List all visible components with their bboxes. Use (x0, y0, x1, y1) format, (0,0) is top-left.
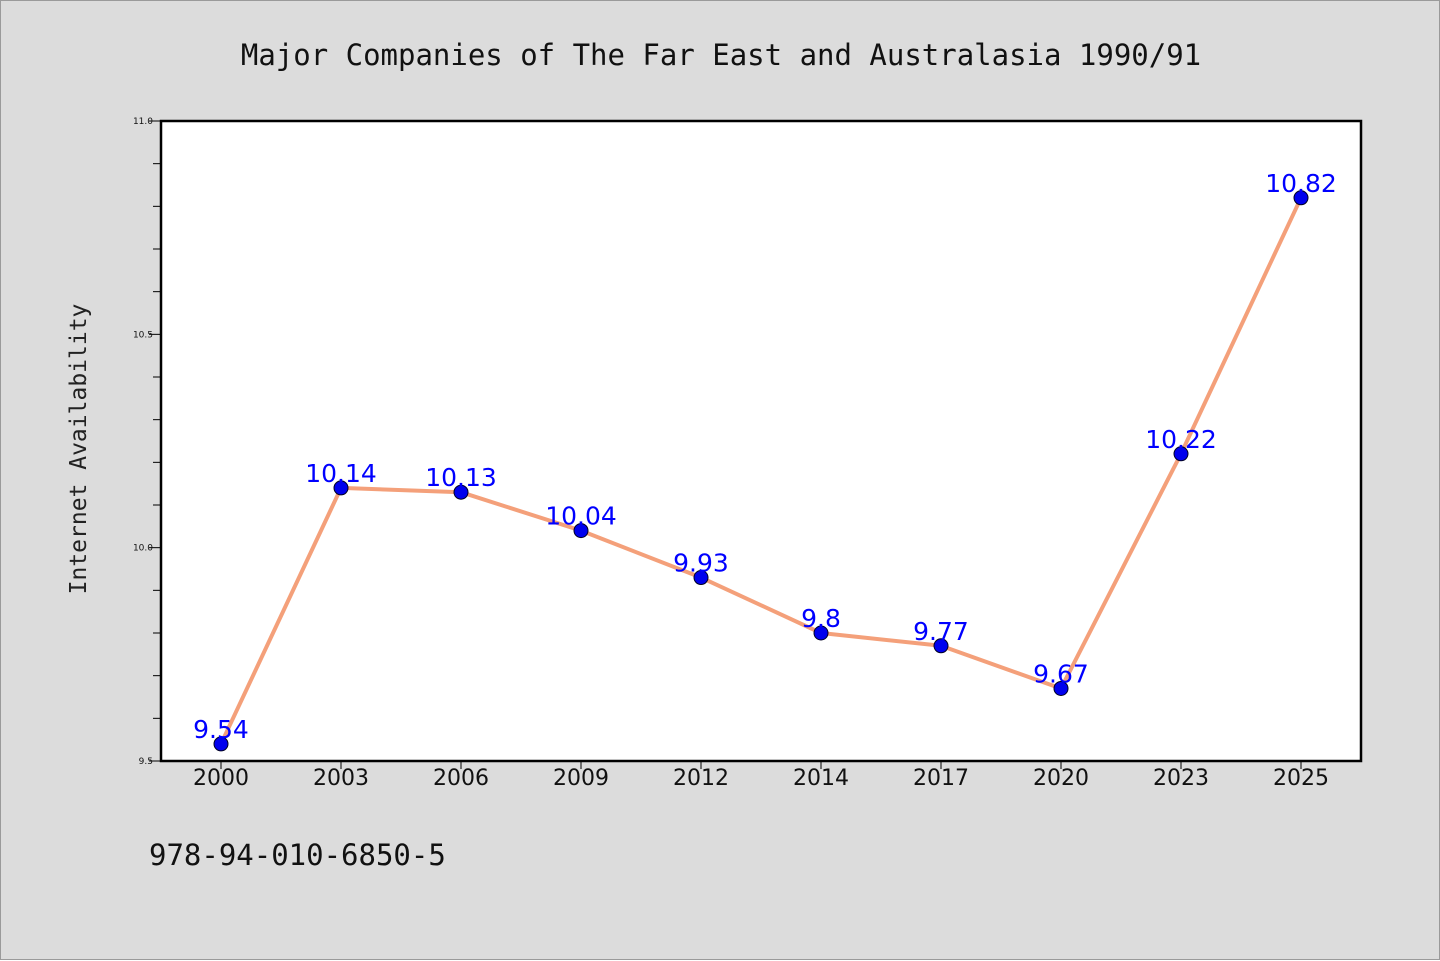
data-label: 10.04 (545, 502, 617, 531)
y-axis-label: Internet Availability (66, 304, 92, 595)
y-tick-label: 10.0 (133, 544, 153, 554)
x-axis-ticks: 2000 2003 2006 2009 2012 2014 2017 2020 2023 2025 (193, 761, 1329, 791)
data-label: 10.14 (305, 459, 377, 488)
series-line (219, 196, 1303, 745)
data-point-marker (333, 480, 349, 496)
data-point-marker (1053, 680, 1069, 696)
data-label: 10.22 (1145, 425, 1217, 454)
chart-title: Major Companies of The Far East and Aust… (241, 38, 1201, 72)
series-layer (213, 190, 1309, 752)
x-tick-label: 2014 (793, 766, 849, 791)
data-label: 9.67 (1033, 659, 1089, 688)
x-tick-label: 2009 (553, 766, 609, 791)
plot-area (159, 119, 1363, 763)
data-labels-layer: 9.54 10.14 10.13 10.04 9.93 9.8 9.77 9.67 10.22 1… (193, 169, 1337, 744)
y-tick-label: 10.5 (133, 330, 153, 340)
data-label: 9.77 (913, 617, 969, 646)
y-tick-label: 9.5 (139, 757, 153, 767)
data-point-marker (813, 625, 829, 641)
x-tick-label: 2020 (1033, 766, 1089, 791)
data-point-marker (453, 484, 469, 500)
data-label: 9.54 (193, 715, 249, 744)
footer-isbn: 978-94-010-6850-5 (149, 838, 446, 872)
data-point-marker (693, 570, 709, 586)
x-tick-label: 2025 (1273, 766, 1329, 791)
x-tick-label: 2017 (913, 766, 969, 791)
data-point-marker (1293, 190, 1309, 206)
data-label: 9.93 (673, 549, 729, 578)
data-point-marker (933, 638, 949, 654)
y-axis-ticks: 9.5 10.0 10.5 11.0 (133, 117, 161, 767)
y-tick-label: 11.0 (133, 117, 153, 127)
x-tick-label: 2012 (673, 766, 729, 791)
x-tick-label: 2003 (313, 766, 369, 791)
data-point-marker (213, 736, 229, 752)
data-point-marker (1173, 446, 1189, 462)
data-label: 10.82 (1265, 169, 1337, 198)
data-label: 9.8 (801, 604, 841, 633)
data-point-marker (573, 523, 589, 539)
data-label: 10.13 (425, 463, 497, 492)
x-tick-label: 2023 (1153, 766, 1209, 791)
x-tick-label: 2006 (433, 766, 489, 791)
x-tick-label: 2000 (193, 766, 249, 791)
